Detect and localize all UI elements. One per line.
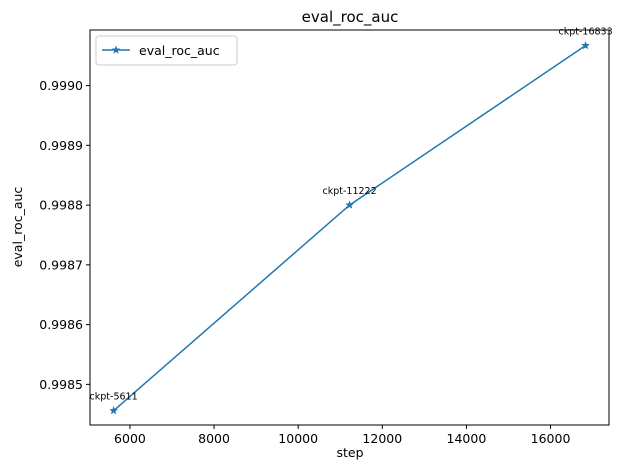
plot-frame [89,29,610,426]
series-layer: ckpt-5611 ckpt-11222 ckpt-16833 [90,27,613,415]
point-label: ckpt-11222 [323,186,377,197]
y-tick-label: 0.9988 [39,198,83,213]
ticks-layer: 6000 8000 10000 12000 14000 16000 0.9985 0.9986… [39,78,570,446]
x-tick-label: 16000 [531,431,571,446]
y-tick-label: 0.9985 [39,377,83,392]
x-tick-label: 12000 [362,431,402,446]
x-tick-label: 10000 [278,431,318,446]
data-point-star [345,200,354,209]
y-tick-label: 0.9989 [39,138,83,153]
data-point-star [109,406,118,415]
x-axis-label: step [336,445,363,460]
point-label: ckpt-5611 [90,392,138,403]
y-tick-label: 0.9986 [39,317,83,332]
chart-title: eval_roc_auc [302,8,399,27]
legend-label: eval_roc_auc [139,43,220,58]
series-line [113,44,586,412]
legend-star-marker [111,45,121,54]
x-tick-label: 8000 [198,431,230,446]
data-point-star [581,40,590,50]
x-tick-label: 6000 [114,431,146,446]
point-label: ckpt-16833 [559,27,613,38]
y-tick-label: 0.9987 [39,257,83,272]
legend-box [95,35,238,66]
legend: eval_roc_auc [95,35,238,66]
y-tick-label: 0.9990 [39,78,83,93]
x-tick-label: 14000 [447,431,487,446]
y-axis-label: eval_roc_auc [10,187,25,268]
